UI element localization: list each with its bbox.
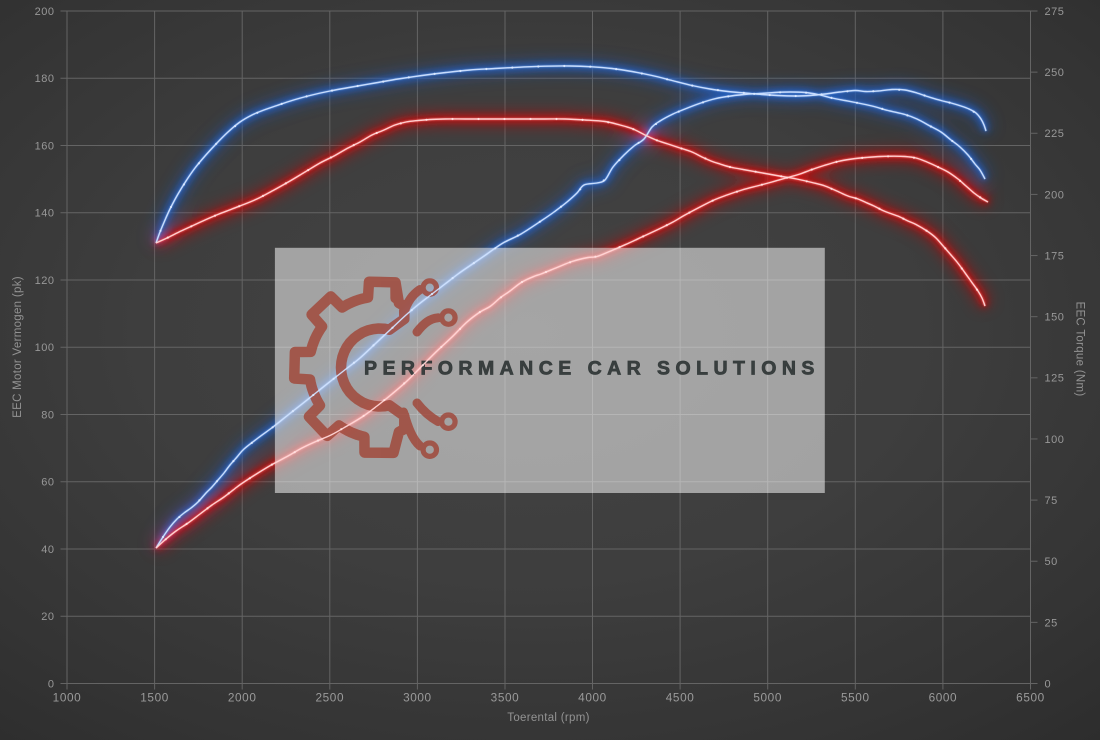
svg-text:250: 250 bbox=[1045, 67, 1065, 79]
svg-text:6500: 6500 bbox=[1016, 691, 1045, 705]
svg-text:80: 80 bbox=[41, 409, 54, 421]
svg-text:225: 225 bbox=[1045, 128, 1065, 140]
svg-text:2500: 2500 bbox=[315, 691, 344, 705]
svg-text:125: 125 bbox=[1045, 373, 1065, 385]
svg-text:160: 160 bbox=[35, 140, 55, 152]
svg-text:EEC Motor Vermogen (pk): EEC Motor Vermogen (pk) bbox=[12, 276, 24, 418]
svg-text:200: 200 bbox=[1045, 189, 1065, 201]
svg-text:Toerental (rpm): Toerental (rpm) bbox=[507, 712, 589, 724]
svg-text:0: 0 bbox=[48, 678, 55, 690]
svg-text:120: 120 bbox=[35, 275, 55, 287]
svg-text:0: 0 bbox=[1045, 678, 1052, 690]
svg-text:275: 275 bbox=[1045, 6, 1065, 18]
svg-text:200: 200 bbox=[35, 6, 55, 18]
svg-text:2000: 2000 bbox=[228, 691, 257, 705]
svg-text:4500: 4500 bbox=[666, 691, 695, 705]
svg-text:3000: 3000 bbox=[403, 691, 432, 705]
svg-text:5500: 5500 bbox=[841, 691, 870, 705]
svg-text:5000: 5000 bbox=[753, 691, 782, 705]
svg-text:60: 60 bbox=[41, 477, 54, 489]
svg-text:25: 25 bbox=[1045, 617, 1058, 629]
svg-text:1000: 1000 bbox=[53, 691, 82, 705]
svg-text:40: 40 bbox=[41, 544, 54, 556]
svg-text:100: 100 bbox=[35, 342, 55, 354]
svg-text:75: 75 bbox=[1045, 495, 1058, 507]
svg-text:175: 175 bbox=[1045, 250, 1065, 262]
svg-text:4000: 4000 bbox=[578, 691, 607, 705]
svg-text:3500: 3500 bbox=[491, 691, 520, 705]
svg-text:PERFORMANCE CAR SOLUTIONS: PERFORMANCE CAR SOLUTIONS bbox=[364, 358, 820, 380]
svg-text:180: 180 bbox=[35, 73, 55, 85]
svg-text:20: 20 bbox=[41, 611, 54, 623]
svg-text:6000: 6000 bbox=[929, 691, 958, 705]
svg-text:50: 50 bbox=[1045, 556, 1058, 568]
svg-text:140: 140 bbox=[35, 208, 55, 220]
svg-text:150: 150 bbox=[1045, 312, 1065, 324]
svg-text:100: 100 bbox=[1045, 434, 1065, 446]
svg-text:EEC Torque (Nm): EEC Torque (Nm) bbox=[1074, 301, 1086, 396]
svg-text:1500: 1500 bbox=[140, 691, 169, 705]
